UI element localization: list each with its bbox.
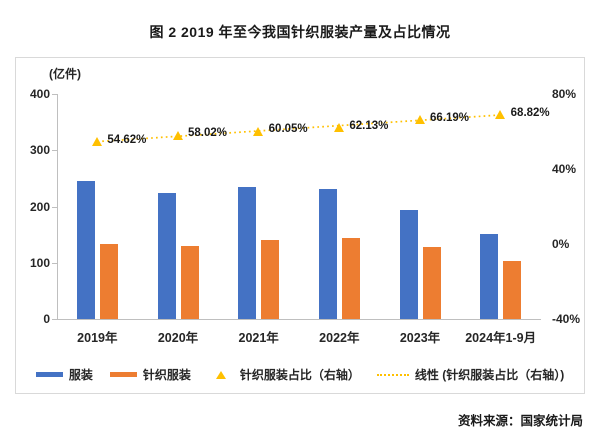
apparel-bar [76, 181, 95, 319]
legend-item: 针织服装 [109, 366, 191, 383]
ratio-triangle-marker [253, 126, 264, 136]
left-axis-tick-label: 300 [29, 143, 50, 158]
knitted-apparel-bar [99, 243, 118, 319]
legend-dotted-line-swatch [376, 373, 409, 376]
right-axis-tick-label: 80% [552, 87, 577, 101]
y-axis-tick [52, 94, 57, 95]
legend-bar-swatch [35, 372, 63, 377]
knitted-apparel-bar [422, 247, 441, 319]
left-axis-tick-label: 100 [29, 255, 50, 270]
knitted-apparel-bar [261, 239, 280, 319]
x-axis-category-label: 2023年 [399, 331, 441, 345]
x-axis-category-label: 2024年1-9月 [465, 331, 537, 345]
apparel-bar [238, 186, 257, 319]
plot-area: 54.62% 58.02% 60.05% 62.13% 66.19% 68.82% [52, 94, 550, 320]
x-axis-category-label: 2019年 [77, 331, 118, 345]
ratio-data-label: 68.82% [510, 106, 550, 119]
left-axis-tick-label: 0 [43, 312, 50, 326]
knitted-apparel-bar [180, 245, 199, 319]
apparel-bar [157, 193, 176, 319]
ratio-triangle-marker [172, 130, 183, 140]
legend-item: 服装 [35, 366, 93, 383]
ratio-triangle-marker [333, 123, 344, 132]
legend-triangle-icon [215, 370, 226, 379]
y-axis-tick [52, 150, 57, 152]
knitted-apparel-bar [503, 260, 522, 319]
knitted-apparel-bar [341, 238, 360, 319]
unit-label: (亿件) [49, 67, 81, 81]
ratio-data-label: 58.02% [188, 127, 228, 140]
left-axis-tick-label: 200 [29, 199, 50, 214]
left-axis-tick-label: 400 [29, 87, 50, 101]
ratio-triangle-marker [91, 137, 102, 147]
apparel-bar [318, 188, 337, 319]
x-axis-category-label: 2020年 [157, 331, 199, 345]
right-axis-tick-label: 0% [552, 237, 570, 251]
legend-label: 线性 (针织服装占比（右轴）) [414, 368, 565, 382]
legend-item: 针织服装占比（右轴） [208, 366, 360, 383]
legend-bar-swatch [109, 372, 137, 377]
right-axis-tick-label: 40% [552, 162, 577, 176]
legend-item: 线性 (针织服装占比（右轴）) [376, 366, 565, 383]
legend-label: 针织服装占比（右轴） [239, 368, 360, 382]
ratio-triangle-marker [414, 115, 425, 125]
ratio-data-label: 54.62% [107, 133, 147, 146]
ratio-data-label: 62.13% [349, 119, 389, 132]
legend-label: 针织服装 [142, 368, 191, 382]
y-axis-tick [52, 319, 57, 320]
x-axis-category-label: 2021年 [238, 331, 279, 345]
ratio-triangle-marker [495, 110, 506, 120]
apparel-bar [480, 234, 499, 319]
x-axis-line [57, 319, 541, 320]
x-axis-category-label: 2022年 [319, 331, 360, 345]
chart-box: (亿件) 400 300 200 100 0 80% 40% 0% -40% 54.62% 58… [15, 57, 585, 394]
ratio-trendline [97, 114, 501, 143]
y-axis-line [57, 94, 58, 319]
source-note: 资料来源：国家统计局 [457, 414, 583, 428]
y-axis-tick [52, 206, 57, 208]
legend: 服装 针织服装 针织服装占比（右轴） 线性 (针织服装占比（右轴）) [16, 366, 584, 383]
y-axis-tick [52, 262, 57, 264]
ratio-data-label: 60.05% [268, 123, 308, 136]
legend-label: 服装 [68, 368, 93, 382]
ratio-data-label: 66.19% [430, 111, 470, 124]
apparel-bar [399, 209, 418, 319]
chart-title: 图 2 2019 年至今我国针织服装产量及占比情况 [149, 24, 451, 40]
right-axis-tick-label: -40% [552, 312, 581, 326]
